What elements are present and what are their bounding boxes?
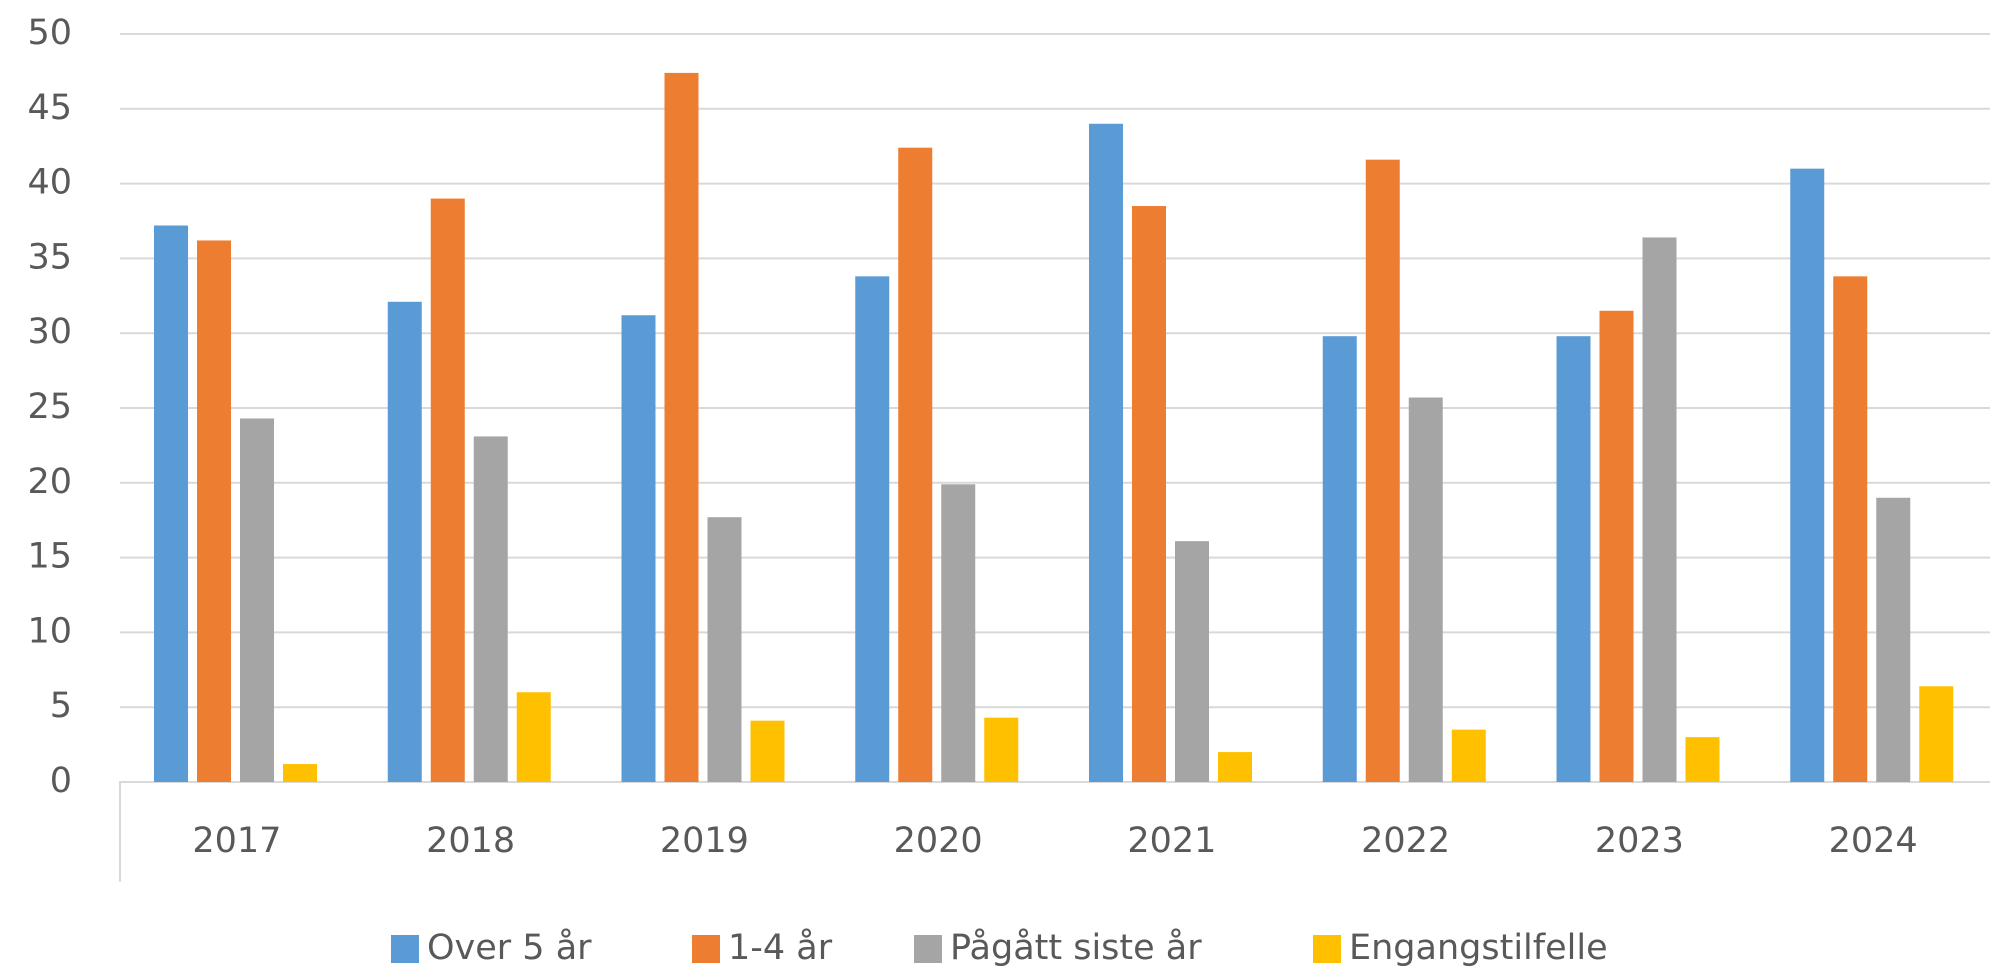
- bar: [1919, 686, 1954, 782]
- y-tick-label: 25: [27, 387, 72, 427]
- bar: [664, 72, 699, 783]
- y-tick-label: 30: [27, 312, 72, 352]
- bar: [516, 692, 551, 782]
- bar: [1408, 397, 1443, 782]
- bar: [473, 436, 508, 782]
- bar: [1365, 159, 1400, 782]
- x-tick-label: 2018: [426, 821, 515, 861]
- bar: [1599, 310, 1634, 782]
- x-tick-label: 2024: [1829, 821, 1918, 861]
- y-tick-label: 45: [27, 88, 72, 128]
- bar: [1790, 168, 1825, 782]
- x-axis-box: [119, 781, 1990, 882]
- bar: [1642, 237, 1677, 782]
- bar: [1175, 541, 1209, 782]
- legend-swatch: [1313, 935, 1341, 963]
- bar: [1089, 123, 1123, 782]
- legend-label: Pågått siste år: [950, 927, 1202, 968]
- bar: [1218, 752, 1252, 782]
- bar: [855, 276, 890, 782]
- y-tick-label: 15: [27, 537, 72, 577]
- bar: [1322, 336, 1357, 782]
- bar: [1451, 729, 1486, 782]
- y-tick-label: 40: [27, 163, 72, 203]
- bar: [387, 301, 422, 782]
- y-tick-label: 10: [27, 611, 72, 651]
- x-tick-label: 2023: [1595, 821, 1684, 861]
- x-tick-label: 2021: [1127, 821, 1216, 861]
- bar: [240, 418, 274, 782]
- bar: [283, 764, 317, 782]
- bar: [1132, 206, 1166, 783]
- bar: [1876, 497, 1911, 782]
- bar: [898, 147, 933, 783]
- bar: [941, 484, 976, 782]
- x-tick-label: 2022: [1361, 821, 1450, 861]
- legend-swatch: [914, 935, 942, 963]
- y-tick-label: 35: [27, 237, 72, 277]
- x-tick-label: 2017: [192, 821, 281, 861]
- legend-label: Engangstilfelle: [1349, 928, 1608, 968]
- y-tick-label: 5: [50, 686, 72, 726]
- bar: [984, 717, 1019, 782]
- bar: [621, 315, 656, 782]
- bar: [1833, 276, 1868, 782]
- bar: [430, 198, 465, 782]
- y-tick-label: 20: [27, 462, 72, 502]
- bar: [1685, 737, 1720, 782]
- legend-label: 1-4 år: [728, 927, 833, 968]
- x-tick-label: 2019: [660, 821, 749, 861]
- legend-swatch: [692, 935, 720, 963]
- y-tick-label: 50: [27, 13, 72, 53]
- bar: [1556, 336, 1591, 782]
- y-tick-label: 0: [50, 761, 72, 801]
- bar: [197, 240, 231, 782]
- bar: [750, 720, 785, 782]
- x-tick-label: 2020: [894, 821, 983, 861]
- legend-swatch: [391, 935, 419, 963]
- bar: [707, 517, 742, 782]
- legend-label: Over 5 år: [427, 927, 592, 968]
- bar: [154, 225, 188, 782]
